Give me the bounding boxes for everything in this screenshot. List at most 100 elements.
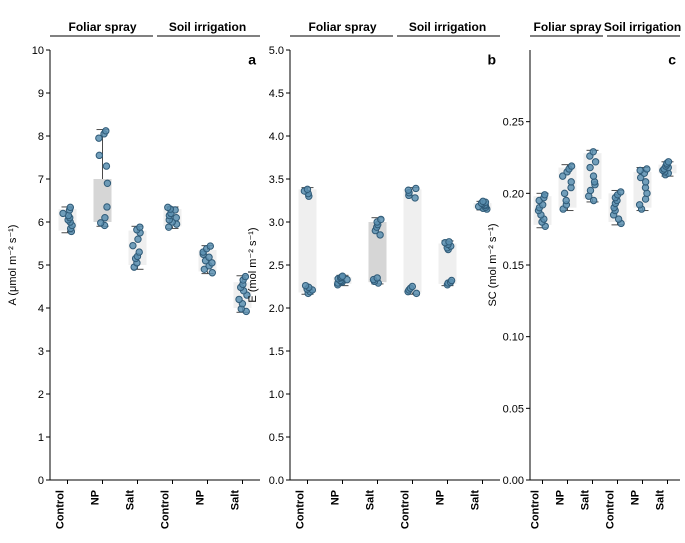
data-point bbox=[136, 249, 142, 255]
svg-text:9: 9 bbox=[38, 88, 44, 100]
data-point bbox=[413, 185, 419, 191]
data-point bbox=[102, 215, 108, 221]
xtick-label: NP bbox=[435, 490, 447, 505]
data-point bbox=[96, 152, 102, 158]
svg-text:1.5: 1.5 bbox=[269, 346, 284, 358]
xtick-label: Control bbox=[400, 490, 412, 529]
xtick-label: Control bbox=[605, 490, 617, 529]
xtick-label: Salt bbox=[230, 490, 242, 511]
data-point bbox=[413, 290, 419, 296]
data-point bbox=[590, 173, 596, 179]
data-point bbox=[448, 277, 454, 283]
xtick-label: NP bbox=[195, 490, 207, 505]
xtick-label: Salt bbox=[365, 490, 377, 511]
svg-text:0: 0 bbox=[38, 475, 44, 487]
xtick-label: Control bbox=[295, 490, 307, 529]
svg-text:0.00: 0.00 bbox=[503, 475, 524, 487]
xtick-label: NP bbox=[555, 490, 567, 505]
xtick-label: NP bbox=[630, 490, 642, 505]
data-point bbox=[542, 192, 548, 198]
data-point bbox=[618, 189, 624, 195]
xtick-label: Salt bbox=[655, 490, 667, 511]
header-soil-c: Soil irrigation bbox=[604, 20, 681, 34]
data-point bbox=[412, 195, 418, 201]
svg-text:5: 5 bbox=[38, 260, 44, 272]
svg-text:0.5: 0.5 bbox=[269, 432, 284, 444]
svg-text:3.5: 3.5 bbox=[269, 174, 284, 186]
data-point bbox=[130, 242, 136, 248]
box bbox=[299, 189, 317, 292]
xtick-label: Salt bbox=[470, 490, 482, 511]
svg-text:4: 4 bbox=[38, 303, 44, 315]
data-point bbox=[135, 236, 141, 242]
svg-text:0.20: 0.20 bbox=[503, 188, 524, 200]
xtick-label: NP bbox=[90, 490, 102, 505]
svg-text:8: 8 bbox=[38, 131, 44, 143]
svg-text:10: 10 bbox=[32, 45, 44, 57]
header-soil-a: Soil irrigation bbox=[169, 20, 246, 34]
data-point bbox=[104, 180, 110, 186]
data-point bbox=[374, 275, 380, 281]
xtick-label: Control bbox=[530, 490, 542, 529]
svg-text:5.0: 5.0 bbox=[269, 45, 284, 57]
panel-a: 012345678910A (μmol m⁻² s⁻¹)Foliar spray… bbox=[7, 20, 260, 529]
header-foliar-b: Foliar spray bbox=[308, 20, 376, 34]
data-point bbox=[480, 198, 486, 204]
data-point bbox=[405, 187, 411, 193]
data-point bbox=[446, 239, 452, 245]
data-point bbox=[103, 128, 109, 134]
svg-text:1: 1 bbox=[38, 432, 44, 444]
data-point bbox=[165, 204, 171, 210]
data-point bbox=[665, 159, 671, 165]
data-point bbox=[137, 224, 143, 230]
data-point bbox=[103, 163, 109, 169]
svg-text:0.05: 0.05 bbox=[503, 403, 524, 415]
data-point bbox=[587, 164, 593, 170]
panel-letter-c: c bbox=[668, 51, 676, 67]
data-point bbox=[60, 210, 66, 216]
xtick-label: Control bbox=[160, 490, 172, 529]
figure-root: 012345678910A (μmol m⁻² s⁻¹)Foliar spray… bbox=[0, 0, 685, 543]
data-point bbox=[236, 296, 242, 302]
data-point bbox=[302, 282, 308, 288]
svg-text:0.25: 0.25 bbox=[503, 117, 524, 129]
data-point bbox=[636, 202, 642, 208]
data-point bbox=[104, 204, 110, 210]
data-point bbox=[304, 186, 310, 192]
panel-c: 0.00 0.05 0.10 0.15 0.20 0.25 SC (mol m⁻² s⁻¹)… bbox=[487, 20, 681, 529]
xtick-label: Salt bbox=[125, 490, 137, 511]
svg-text:3.0: 3.0 bbox=[269, 217, 284, 229]
svg-text:2.5: 2.5 bbox=[269, 260, 284, 272]
svg-text:7: 7 bbox=[38, 174, 44, 186]
figure-svg: 012345678910A (μmol m⁻² s⁻¹)Foliar spray… bbox=[0, 0, 685, 543]
panel-b: 0.00.51.01.52.02.53.03.54.04.55.0E (mol … bbox=[247, 20, 500, 529]
box bbox=[404, 189, 422, 292]
panel-letter-b: b bbox=[487, 51, 496, 67]
data-point bbox=[568, 163, 574, 169]
svg-text:4.5: 4.5 bbox=[269, 88, 284, 100]
data-point bbox=[568, 179, 574, 185]
data-point bbox=[207, 243, 213, 249]
xtick-label: NP bbox=[330, 490, 342, 505]
svg-text:3: 3 bbox=[38, 346, 44, 358]
data-point bbox=[644, 166, 650, 172]
header-foliar-c: Foliar spray bbox=[533, 20, 601, 34]
svg-text:2.0: 2.0 bbox=[269, 303, 284, 315]
data-point bbox=[637, 167, 643, 173]
svg-text:6: 6 bbox=[38, 217, 44, 229]
ylabel-a: A (μmol m⁻² s⁻¹) bbox=[7, 225, 19, 306]
svg-text:0.15: 0.15 bbox=[503, 260, 524, 272]
ylabel-b: E (mol m⁻² s⁻¹) bbox=[247, 227, 259, 302]
data-point bbox=[173, 215, 179, 221]
data-point bbox=[378, 216, 384, 222]
svg-text:0.10: 0.10 bbox=[503, 332, 524, 344]
svg-text:4.0: 4.0 bbox=[269, 131, 284, 143]
xtick-label: Salt bbox=[580, 490, 592, 511]
svg-text:0.0: 0.0 bbox=[269, 475, 284, 487]
data-point bbox=[339, 273, 345, 279]
xtick-label: Control bbox=[55, 490, 67, 529]
data-point bbox=[67, 204, 73, 210]
ylabel-c: SC (mol m⁻² s⁻¹) bbox=[487, 223, 499, 306]
data-point bbox=[561, 190, 567, 196]
data-point bbox=[592, 159, 598, 165]
